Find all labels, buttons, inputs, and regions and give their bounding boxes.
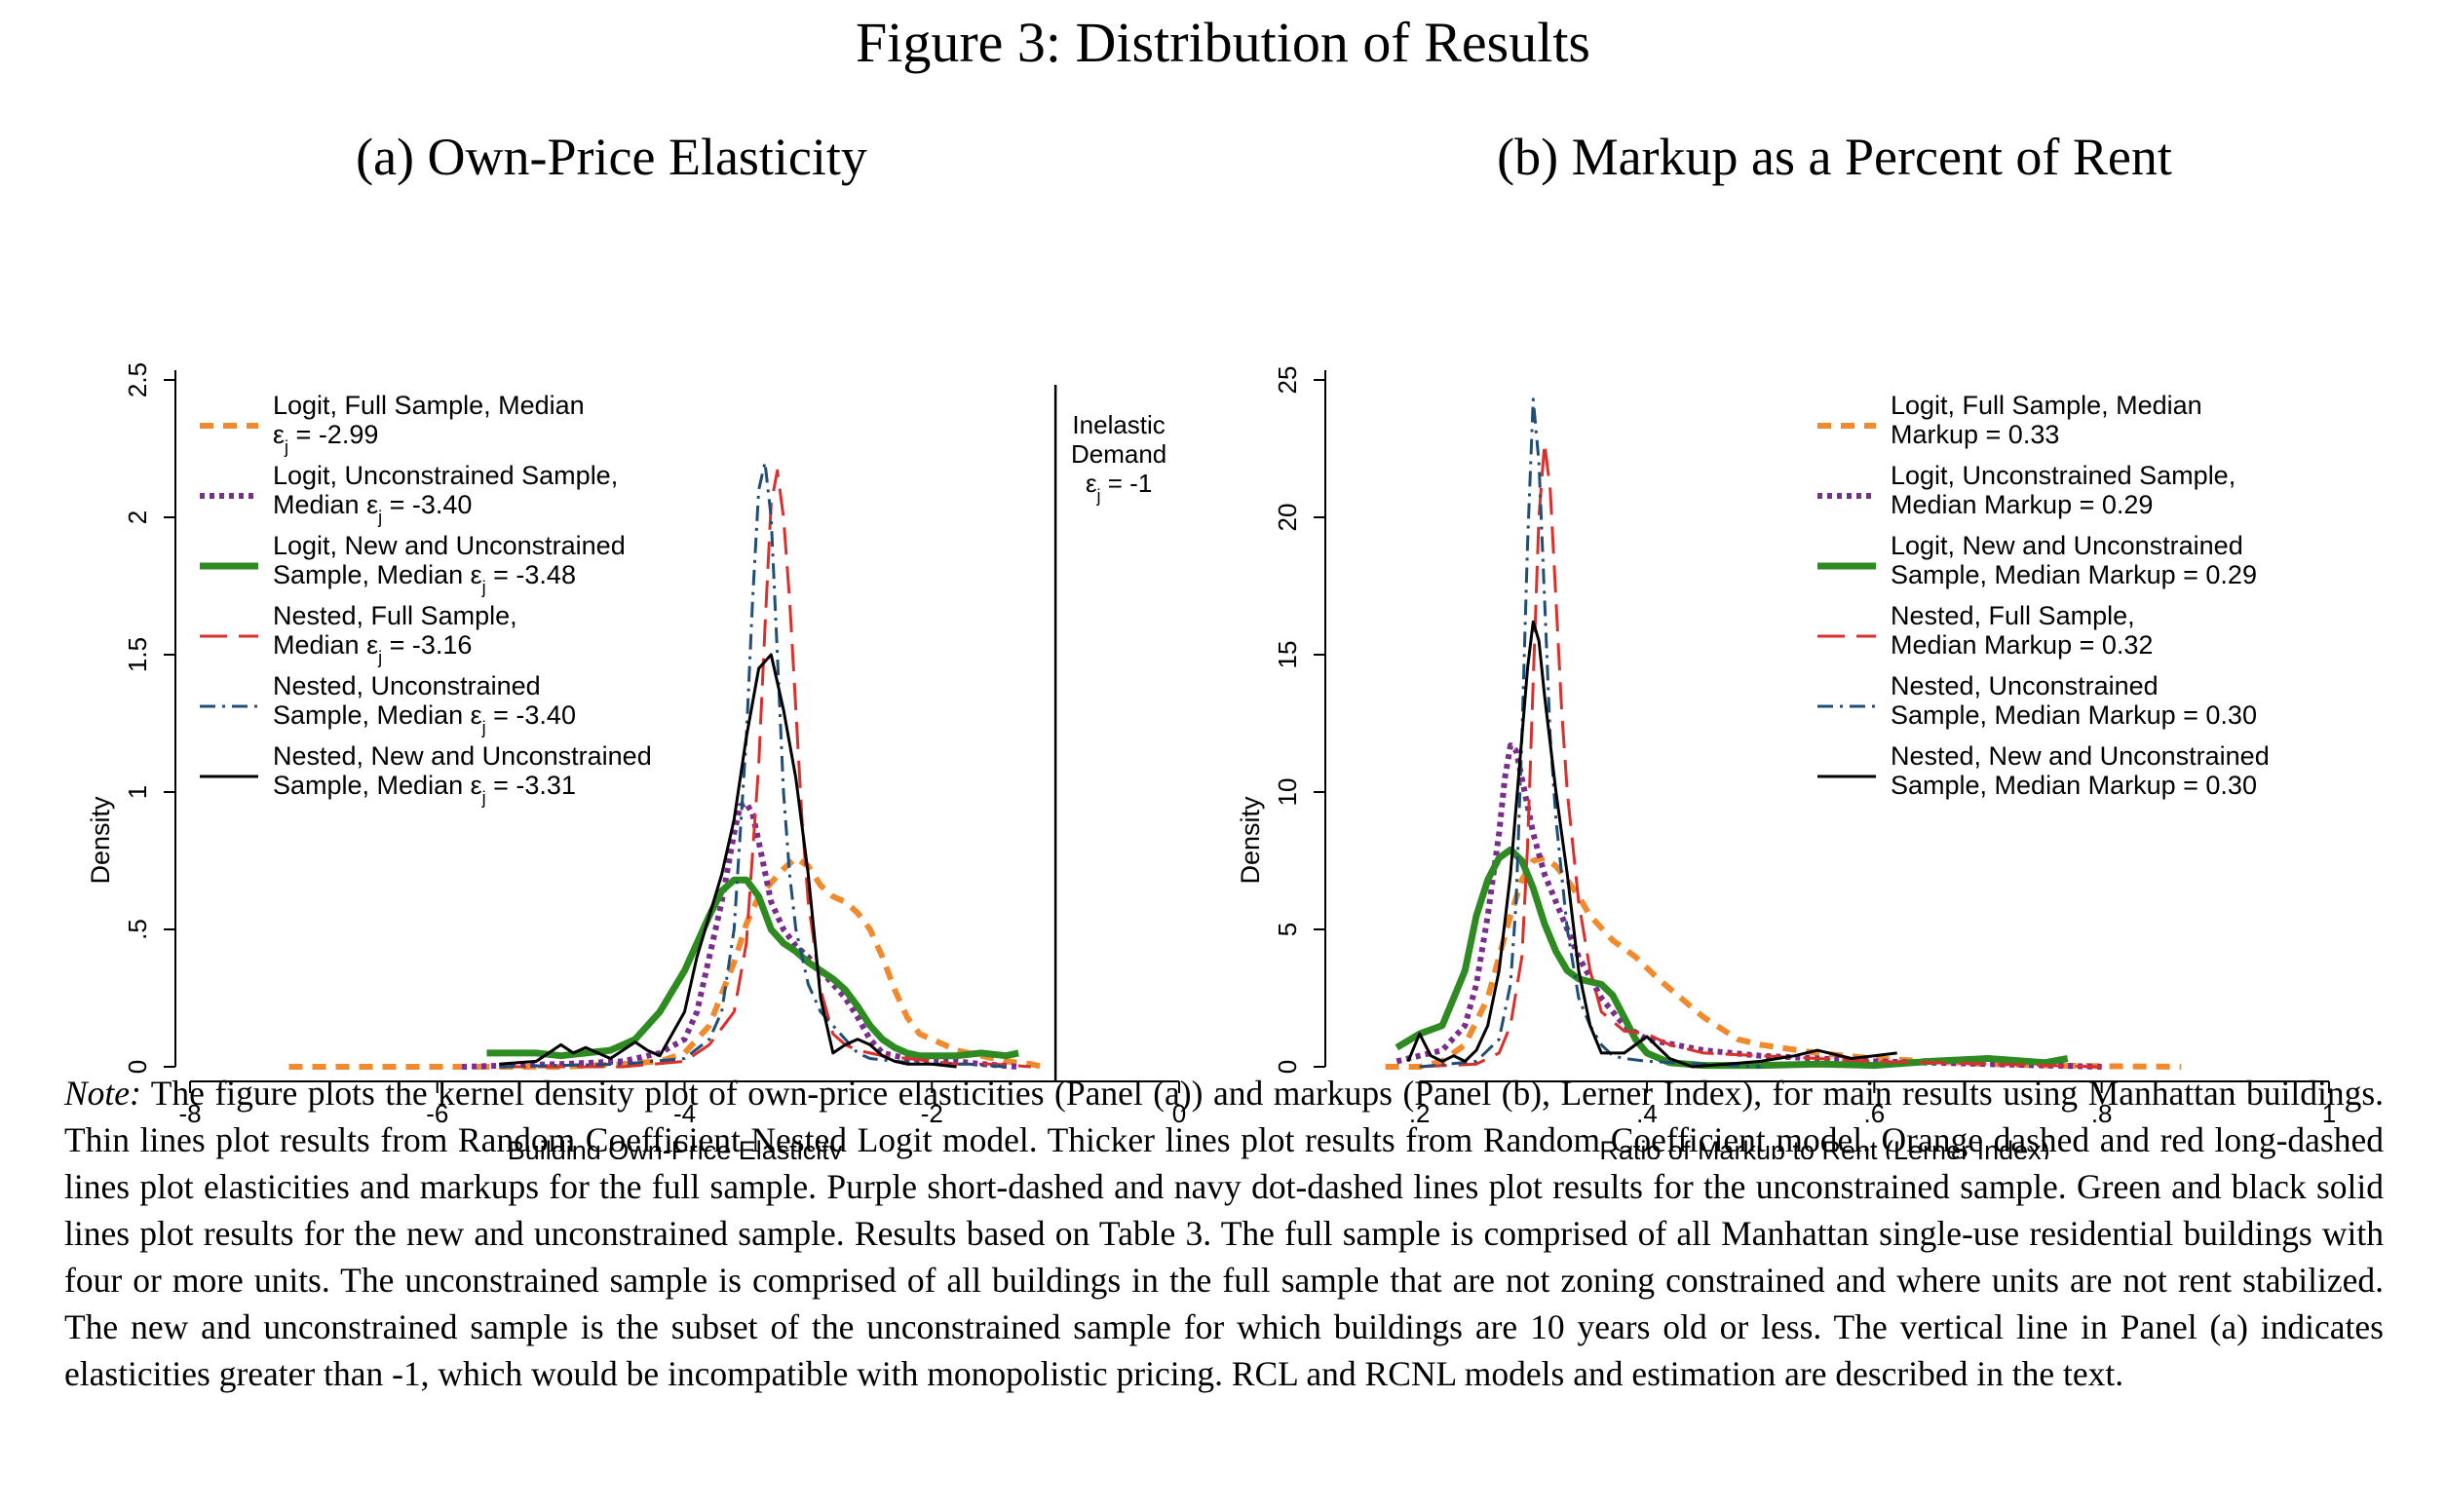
y-tick-label: 25 [1273,366,1302,395]
y-tick-label: 2 [123,510,152,524]
x-tick-label: .2 [1409,1099,1431,1128]
legend-entry: Logit, Full Sample, Median εj = -2.99 [273,391,585,457]
series-lines [288,461,1045,1070]
y-axis-label: Density [1236,796,1265,885]
x-tick-label: -8 [178,1099,201,1128]
legend-entry: Nested, Unconstrained Sample, Median εj =… [273,671,576,737]
y-tick-label: 0 [123,1060,152,1074]
legend-entry: Logit, Full Sample, Median Markup = 0.33 [1891,391,2202,449]
y-tick-label: .5 [123,919,152,940]
axes: 0 5 10 15 20 25 .2 .4 .6 .8 1 Ratio of Markup to Re… [1236,366,2336,1159]
legend-entry: Nested, New and Unconstrained Sample, Med… [273,741,652,808]
series-line-2 [1395,742,2102,1070]
legend-entry: Nested, New and Unconstrained Sample, Med… [1891,741,2270,800]
legend: Logit, Full Sample, Median Markup = 0.33 L… [1817,391,2270,800]
panel-a: (a) Own-Price Elasticity 0 .5 1 1.5 2 2.5 -8 -6… [0,127,1223,1159]
x-tick-label: 1 [2322,1099,2336,1128]
series-line-6 [1406,620,1897,1069]
x-tick-label: .8 [2091,1099,2113,1128]
x-axis-label: Ratio of Markup to Rent (Lerner Index) [1599,1136,2049,1159]
legend-entry: Nested, Full Sample, Median Markup = 0.32 [1891,601,2153,660]
x-tick-label: -4 [673,1099,696,1128]
series-lines [1385,397,2182,1070]
note-label: Note: [64,1074,141,1113]
series-line-5 [499,461,1007,1069]
y-tick-label: 15 [1273,641,1302,669]
x-tick-label: -2 [921,1099,943,1128]
x-tick-label: .4 [1636,1099,1658,1128]
panel-b: (b) Markup as a Percent of Rent 0 5 10 15 20… [1223,127,2446,1159]
x-tick-label: 0 [1172,1099,1186,1128]
panel-b-chart: 0 5 10 15 20 25 .2 .4 .6 .8 1 Ratio of Markup to Re… [1236,366,2336,1159]
y-tick-label: 5 [1273,923,1302,936]
panel-a-chart: 0 .5 1 1.5 2 2.5 -8 -6 -4 -2 0 Building Own-Price E… [86,362,1186,1159]
x-axis-label: Building Own-Price Elasticity [508,1136,843,1159]
x-tick-label: .6 [1863,1099,1885,1128]
y-tick-label: 1.5 [123,637,152,672]
series-line-2 [462,800,1019,1070]
panel-b-title: (b) Markup as a Percent of Rent [1497,128,2172,186]
axes: 0 .5 1 1.5 2 2.5 -8 -6 -4 -2 0 Building Own-Price E… [86,362,1186,1159]
legend-entry: Logit, Unconstrained Sample, Median Marku… [1891,461,2236,519]
series-line-3 [486,876,1019,1060]
y-tick-label: 2.5 [123,362,152,397]
x-tick-label: -6 [426,1099,448,1128]
figure-note: Note: The figure plots the kernel densit… [64,1070,2384,1397]
note-text: The figure plots the kernel density plot… [64,1074,2385,1393]
legend-entry: Logit, Unconstrained Sample, Median εj = … [273,461,618,527]
legend-entry: Logit, New and Unconstrained Sample, Medi… [273,531,626,597]
series-line-6 [499,653,957,1069]
figure-title: Figure 3: Distribution of Results [856,11,1590,74]
legend-entry: Nested, Unconstrained Sample, Median Mark… [1891,671,2257,730]
y-tick-label: 20 [1273,504,1302,532]
y-tick-label: 1 [123,785,152,799]
panel-a-title: (a) Own-Price Elasticity [356,128,867,186]
y-tick-label: 0 [1273,1060,1302,1074]
series-line-1 [288,854,1045,1070]
legend-entry: Nested, Full Sample, Median εj = -3.16 [273,601,517,667]
legend-entry: Logit, New and Unconstrained Sample, Medi… [1891,531,2257,589]
series-line-3 [1395,846,2069,1070]
inelastic-demand-label: Inelastic Demand εj = -1 [1071,410,1166,506]
y-tick-label: 10 [1273,778,1302,807]
legend: Logit, Full Sample, Median εj = -2.99Logi… [200,391,652,808]
series-line-4 [1419,441,2102,1069]
series-line-4 [499,469,1031,1069]
y-axis-label: Density [86,796,115,885]
